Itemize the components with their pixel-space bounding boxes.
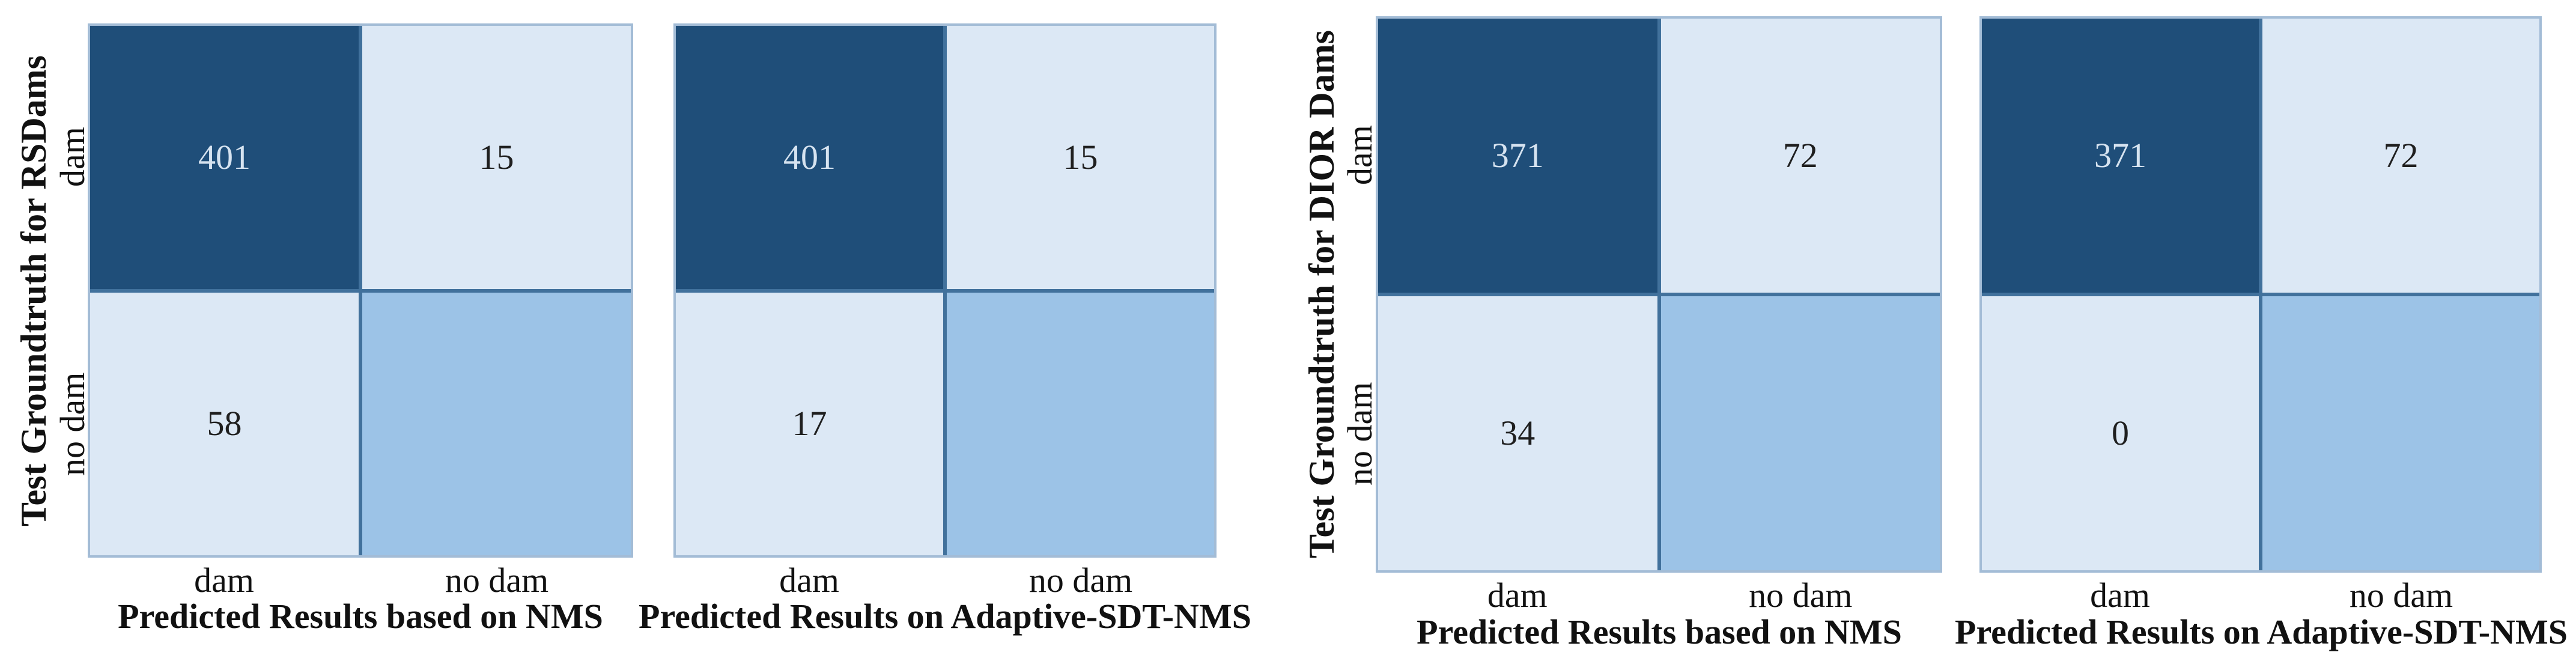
cell-value: 0	[2112, 413, 2129, 452]
cell-dam-nodam: 15	[362, 26, 631, 289]
x-tick-no-dam: no dam	[2349, 576, 2453, 615]
cell-value: 15	[479, 137, 514, 177]
y-tick-no-dam: no dam	[1340, 382, 1379, 486]
cell-dam-dam: 401	[676, 26, 943, 289]
cell-dam-nodam: 72	[1660, 19, 1940, 293]
x-axis-title-adaptive-sdt-nms: Predicted Results on Adaptive-SDT-NMS	[1955, 612, 2568, 651]
x-tick-no-dam: no dam	[1749, 576, 1853, 615]
confusion-matrix-dior-nms: 371 72 34	[1376, 16, 1942, 573]
cell-value: 72	[1782, 136, 1818, 175]
x-axis-title-nms: Predicted Results based on NMS	[118, 597, 603, 636]
cell-nodam-dam: 58	[90, 292, 359, 555]
cell-dam-dam: 371	[1378, 19, 1657, 293]
x-tick-dam: dam	[779, 561, 839, 600]
confusion-matrix-rsdams-adaptive-sdt-nms: 401 15 17	[673, 23, 1217, 558]
cell-value: 371	[2094, 136, 2146, 175]
x-tick-dam: dam	[1487, 576, 1548, 615]
y-axis-label-dior-dams: Test Groundtruth for DIOR Dams	[1302, 30, 1341, 559]
x-axis-title-adaptive-sdt-nms: Predicted Results on Adaptive-SDT-NMS	[639, 597, 1251, 636]
cell-nodam-dam: 0	[1982, 296, 2259, 570]
cell-nodam-nodam	[362, 292, 631, 555]
cell-value: 371	[1491, 136, 1544, 175]
cell-value: 72	[2383, 136, 2419, 175]
x-tick-no-dam: no dam	[1028, 561, 1133, 600]
matrix-cells: 371 72 34	[1378, 19, 1940, 570]
cell-value: 401	[198, 137, 251, 177]
cell-nodam-dam: 34	[1378, 296, 1657, 570]
x-ticks: dam no dam	[673, 562, 1217, 601]
cell-value: 15	[1063, 137, 1098, 177]
y-tick-dam: dam	[1340, 125, 1379, 186]
matrix-cells: 401 15 58	[90, 26, 631, 555]
cell-value: 17	[792, 404, 827, 443]
cell-nodam-nodam	[947, 292, 1214, 555]
cell-dam-dam: 371	[1982, 19, 2259, 293]
confusion-matrix-dior-adaptive-sdt-nms: 371 72 0	[1979, 16, 2542, 573]
y-axis-label-rsdams: Test Groundtruth for RSDams	[14, 55, 53, 526]
cell-value: 58	[207, 404, 242, 443]
x-ticks: dam no dam	[88, 562, 633, 601]
x-tick-no-dam: no dam	[445, 561, 549, 600]
x-ticks: dam no dam	[1376, 577, 1942, 616]
x-ticks: dam no dam	[1979, 577, 2542, 616]
x-axis-title-nms: Predicted Results based on NMS	[1417, 612, 1902, 651]
matrix-cells: 371 72 0	[1982, 19, 2539, 570]
x-tick-dam: dam	[194, 561, 254, 600]
cell-nodam-dam: 17	[676, 292, 943, 555]
y-tick-no-dam: no dam	[53, 372, 92, 477]
y-tick-dam: dam	[53, 127, 92, 187]
confusion-matrix-rsdams-nms: 401 15 58	[88, 23, 633, 558]
cell-dam-dam: 401	[90, 26, 359, 289]
cell-nodam-nodam	[2262, 296, 2539, 570]
cell-nodam-nodam	[1660, 296, 1940, 570]
cell-dam-nodam: 15	[947, 26, 1214, 289]
cell-value: 34	[1500, 413, 1536, 452]
cell-value: 401	[783, 137, 836, 177]
matrix-cells: 401 15 17	[676, 26, 1214, 555]
x-tick-dam: dam	[2090, 576, 2150, 615]
cell-dam-nodam: 72	[2262, 19, 2539, 293]
